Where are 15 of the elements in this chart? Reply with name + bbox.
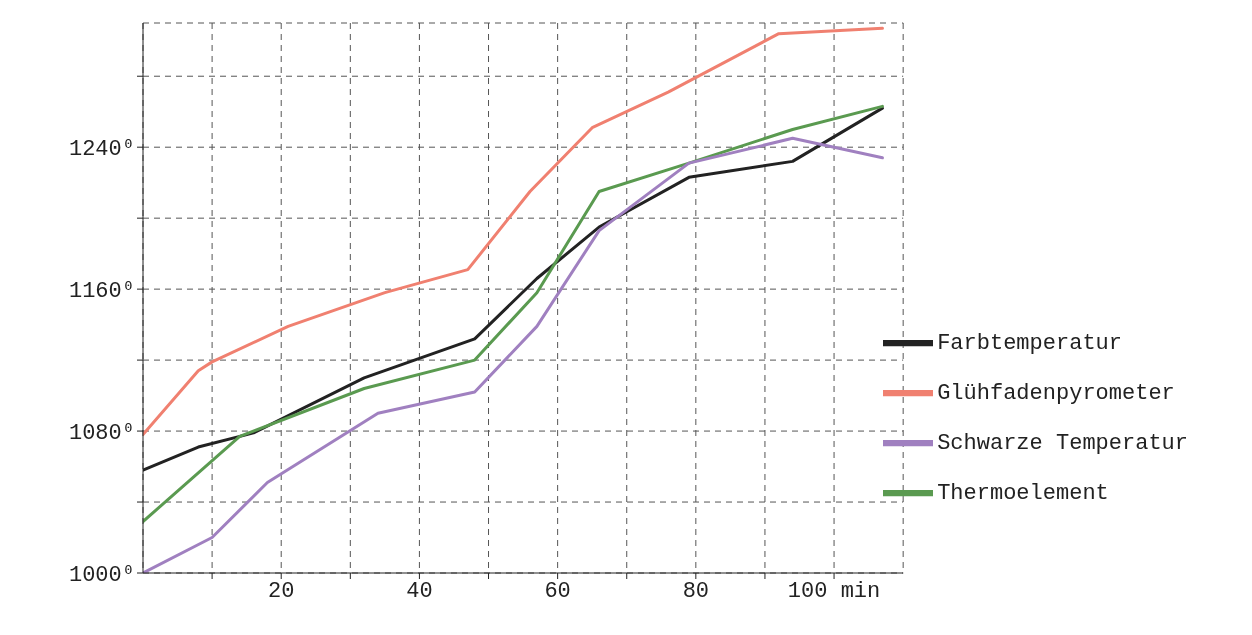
y-tick-label: 1000⁰ [68, 562, 135, 588]
legend-label: Schwarze Temperatur [937, 430, 1188, 456]
x-tick-label: 100 min [787, 578, 881, 604]
y-tick-label: 1080⁰ [68, 420, 135, 446]
legend-label: Thermoelement [937, 480, 1109, 506]
line-series [143, 26, 884, 437]
x-tick-label: 40 [406, 578, 433, 604]
line-series [143, 136, 884, 573]
x-tick-label: 80 [682, 578, 710, 604]
legend-label: Farbtemperatur [937, 330, 1122, 356]
y-tick-label: 1160⁰ [68, 278, 135, 304]
x-tick-label: 20 [268, 578, 295, 604]
legend-label: Glühfadenpyrometer [937, 380, 1175, 406]
x-tick-label: 60 [544, 578, 571, 604]
y-tick-label: 1240⁰ [68, 137, 135, 162]
